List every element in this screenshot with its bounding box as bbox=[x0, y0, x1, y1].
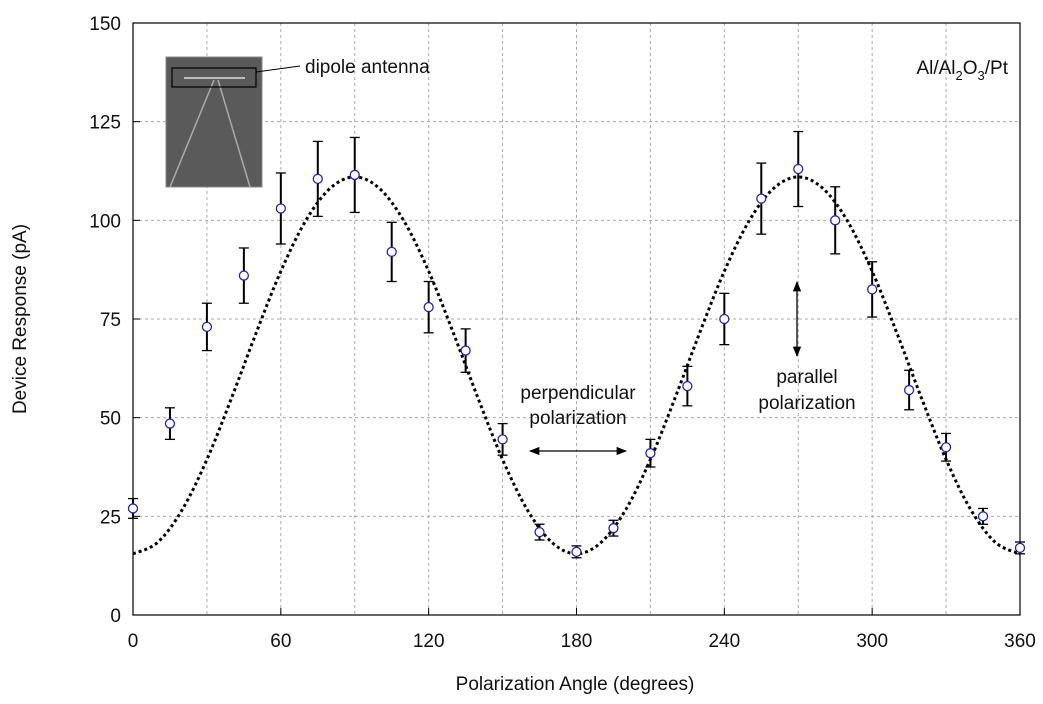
text-part: O bbox=[963, 58, 978, 79]
x-axis-label: Polarization Angle (degrees) bbox=[456, 674, 695, 695]
data-point bbox=[903, 384, 915, 396]
data-point bbox=[386, 246, 397, 258]
data-point bbox=[1014, 542, 1026, 554]
data-point bbox=[830, 215, 841, 226]
data-point bbox=[534, 526, 545, 538]
data-point bbox=[164, 418, 176, 429]
y-tick-label: 0 bbox=[110, 606, 121, 627]
y-tick-label: 50 bbox=[100, 409, 121, 430]
data-point bbox=[423, 302, 434, 313]
material-label: Al/Al2O3/Pt bbox=[916, 58, 1008, 83]
x-tick-label: 360 bbox=[1004, 631, 1036, 652]
y-axis-label: Device Response (pA) bbox=[10, 224, 31, 414]
x-tick-label: 240 bbox=[708, 631, 740, 652]
parallel-label: polarization bbox=[758, 393, 855, 414]
x-tick-label: 180 bbox=[561, 631, 593, 652]
subscript: 3 bbox=[978, 68, 985, 83]
text-part: /Pt bbox=[985, 58, 1009, 79]
data-point bbox=[977, 511, 989, 522]
fit-curve bbox=[132, 175, 1021, 556]
y-tick-label: 25 bbox=[100, 507, 121, 528]
perpendicular-label: perpendicular bbox=[520, 383, 636, 404]
y-tick-label: 125 bbox=[89, 113, 121, 134]
data-point bbox=[238, 270, 250, 281]
data-point bbox=[349, 169, 360, 181]
data-point bbox=[645, 448, 656, 459]
y-tick-label: 75 bbox=[100, 310, 121, 331]
data-point bbox=[867, 284, 878, 295]
data-point bbox=[497, 434, 508, 445]
x-tick-label: 120 bbox=[413, 631, 445, 652]
perpendicular-label: polarization bbox=[529, 408, 626, 429]
data-point bbox=[719, 313, 730, 325]
x-tick-label: 0 bbox=[128, 631, 139, 652]
data-point bbox=[275, 203, 286, 214]
y-tick-label: 100 bbox=[89, 211, 121, 232]
data-point bbox=[127, 503, 139, 514]
x-tick-label: 60 bbox=[270, 631, 291, 652]
parallel-label: parallel bbox=[776, 367, 837, 388]
data-point bbox=[682, 380, 693, 392]
data-point bbox=[793, 163, 804, 175]
inset-image bbox=[165, 56, 301, 188]
data-point bbox=[201, 321, 213, 333]
antenna-label: dipole antenna bbox=[305, 57, 430, 78]
data-point bbox=[608, 523, 619, 534]
marks bbox=[127, 130, 1026, 559]
grid bbox=[133, 23, 1020, 615]
y-tick-label: 150 bbox=[89, 14, 121, 35]
data-point bbox=[940, 442, 952, 453]
x-tick-label: 300 bbox=[856, 631, 888, 652]
text-part: Al/Al bbox=[916, 58, 955, 79]
data-point bbox=[756, 193, 767, 204]
data-point bbox=[312, 173, 323, 185]
subscript: 2 bbox=[956, 68, 963, 83]
data-point bbox=[460, 345, 471, 356]
data-point bbox=[571, 546, 582, 558]
